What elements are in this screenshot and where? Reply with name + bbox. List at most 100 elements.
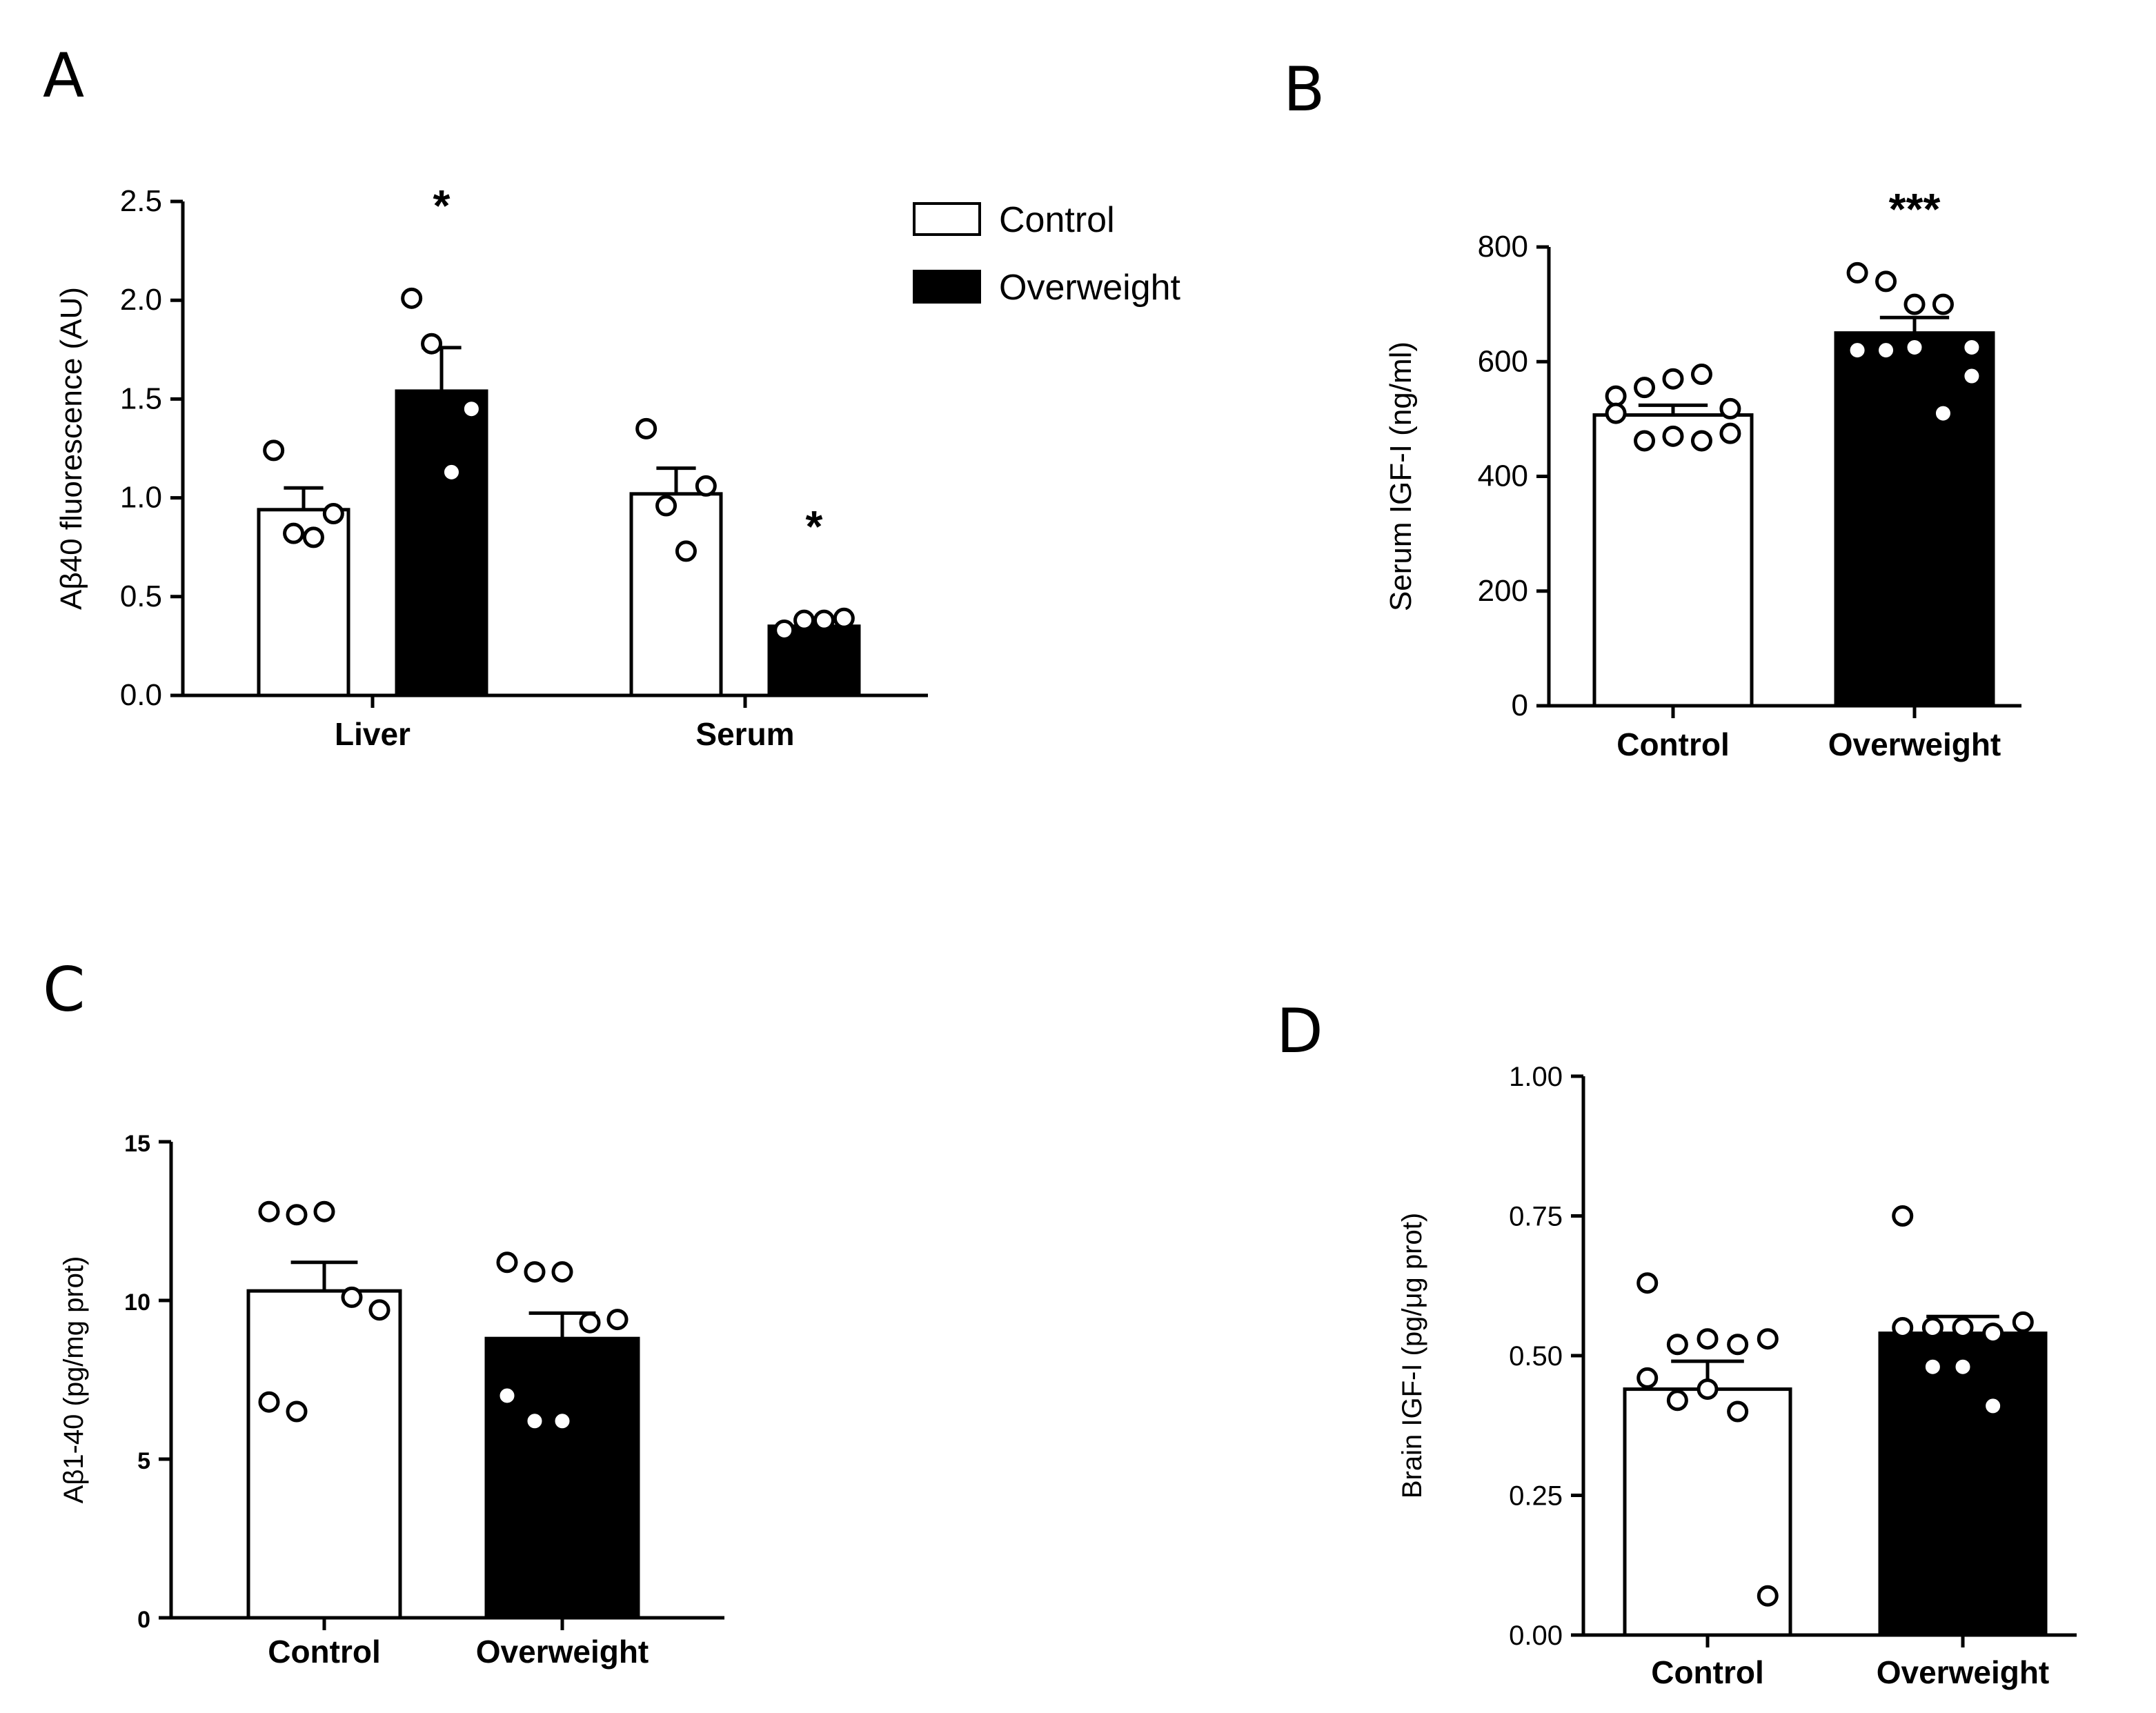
y-tick-label: 1.5: [120, 382, 162, 415]
data-point: [496, 1251, 518, 1274]
legend-swatch-overweight: [913, 270, 981, 304]
data-point: [1921, 1356, 1944, 1378]
y-tick-label: 0: [137, 1607, 150, 1633]
x-tick-label: Liver: [335, 716, 411, 752]
data-point: [1875, 339, 1897, 362]
data-point: [1846, 339, 1868, 362]
data-point: [635, 417, 657, 439]
data-point: [341, 1286, 363, 1308]
bar: [1834, 331, 1995, 708]
data-point: [368, 1299, 390, 1321]
bar: [246, 1289, 402, 1620]
bar: [629, 492, 723, 697]
legend-label-overweight: Overweight: [999, 268, 1181, 308]
data-point: [1719, 397, 1741, 419]
chart-panel-a: 0.0 0.5 1.0 1.5 2.0 2.5 Aβ40 fluorescence (AU)…: [55, 181, 928, 752]
panel-letter-a: A: [43, 40, 84, 111]
data-point: [1636, 1367, 1659, 1389]
data-point: [440, 461, 462, 483]
data-point: [551, 1261, 573, 1283]
panel-letter-b: B: [1283, 54, 1325, 125]
x-tick-label: Serum: [695, 716, 794, 752]
data-point: [313, 1200, 335, 1222]
data-point: [1636, 1272, 1659, 1294]
data-point: [1666, 1389, 1688, 1412]
y-tick-label: 0.75: [1509, 1202, 1563, 1232]
x-tick-label: Control: [268, 1634, 381, 1670]
data-point: [606, 1309, 629, 1331]
legend-label-control: Control: [999, 200, 1115, 240]
y-tick-label: 0.5: [120, 580, 162, 613]
y-tick-label: 10: [124, 1289, 150, 1316]
y-tick-label: 400: [1478, 459, 1528, 493]
data-point: [1932, 402, 1954, 424]
data-point: [2012, 1311, 2034, 1333]
data-point: [322, 503, 344, 525]
significance-marker: *: [806, 502, 823, 551]
data-point: [1982, 1323, 2004, 1345]
data-point: [1892, 1205, 1914, 1227]
data-point: [1697, 1328, 1719, 1350]
bar: [484, 1336, 640, 1620]
data-point: [773, 619, 795, 641]
y-tick-label: 200: [1478, 574, 1528, 608]
data-point: [286, 1400, 308, 1423]
data-point: [695, 475, 717, 497]
y-tick-label: 2.0: [120, 283, 162, 317]
data-point: [1690, 430, 1712, 452]
data-point: [1961, 336, 1983, 358]
data-point: [258, 1200, 280, 1222]
data-point: [1727, 1400, 1749, 1423]
data-point: [1727, 1334, 1749, 1356]
bar: [1878, 1331, 2048, 1637]
data-point: [1697, 1378, 1719, 1400]
y-tick-label: 15: [124, 1131, 150, 1157]
data-point: [1662, 425, 1684, 447]
data-point: [1666, 1334, 1688, 1356]
data-point: [258, 1391, 280, 1413]
data-point: [833, 607, 855, 629]
data-point: [1605, 402, 1627, 424]
y-tick-label: 1.0: [120, 481, 162, 515]
chart-legend-a: Control Overweight: [913, 200, 1181, 308]
chart-panel-c: 0 5 10 15 Aβ1-40 (pg/mg prot) Control Overweig…: [59, 1131, 724, 1670]
panel-letter-d: D: [1276, 996, 1323, 1067]
data-point: [1634, 377, 1656, 399]
y-tick-label: 0.50: [1509, 1341, 1563, 1372]
data-point: [401, 287, 423, 309]
data-point: [655, 495, 678, 517]
significance-marker: *: [433, 181, 451, 230]
x-tick-label: Control: [1651, 1654, 1764, 1690]
data-point: [1875, 270, 1897, 293]
data-point: [1892, 1317, 1914, 1338]
bar: [395, 389, 488, 697]
data-point: [263, 439, 285, 462]
data-point: [286, 1204, 308, 1226]
y-tick-label: 0.00: [1509, 1621, 1563, 1651]
chart-panel-b: 0 200 400 600 800 Serum IGF-I (ng/ml) Control O…: [1384, 184, 2021, 762]
x-tick-label: Overweight: [1828, 726, 2001, 762]
data-point: [793, 609, 815, 631]
data-point: [675, 540, 697, 562]
data-point: [1903, 336, 1926, 358]
data-point: [1952, 1317, 1974, 1338]
data-point: [579, 1311, 601, 1334]
significance-marker: ***: [1889, 184, 1941, 234]
y-tick-label: 0.0: [120, 678, 162, 712]
y-axis-title: Aβ1-40 (pg/mg prot): [59, 1256, 89, 1504]
data-point: [421, 333, 443, 355]
data-point: [524, 1261, 546, 1283]
x-tick-label: Overweight: [1877, 1654, 2050, 1690]
data-point: [496, 1385, 518, 1407]
data-point: [1952, 1356, 1974, 1378]
y-tick-label: 1.00: [1509, 1062, 1563, 1092]
data-point: [460, 398, 482, 420]
data-point: [1634, 430, 1656, 452]
x-tick-label: Control: [1616, 726, 1730, 762]
panel-letter-c: C: [43, 954, 85, 1025]
data-point: [1719, 422, 1741, 444]
bar: [1592, 413, 1754, 708]
x-tick-label: Overweight: [476, 1634, 649, 1670]
data-point: [1961, 365, 1983, 387]
